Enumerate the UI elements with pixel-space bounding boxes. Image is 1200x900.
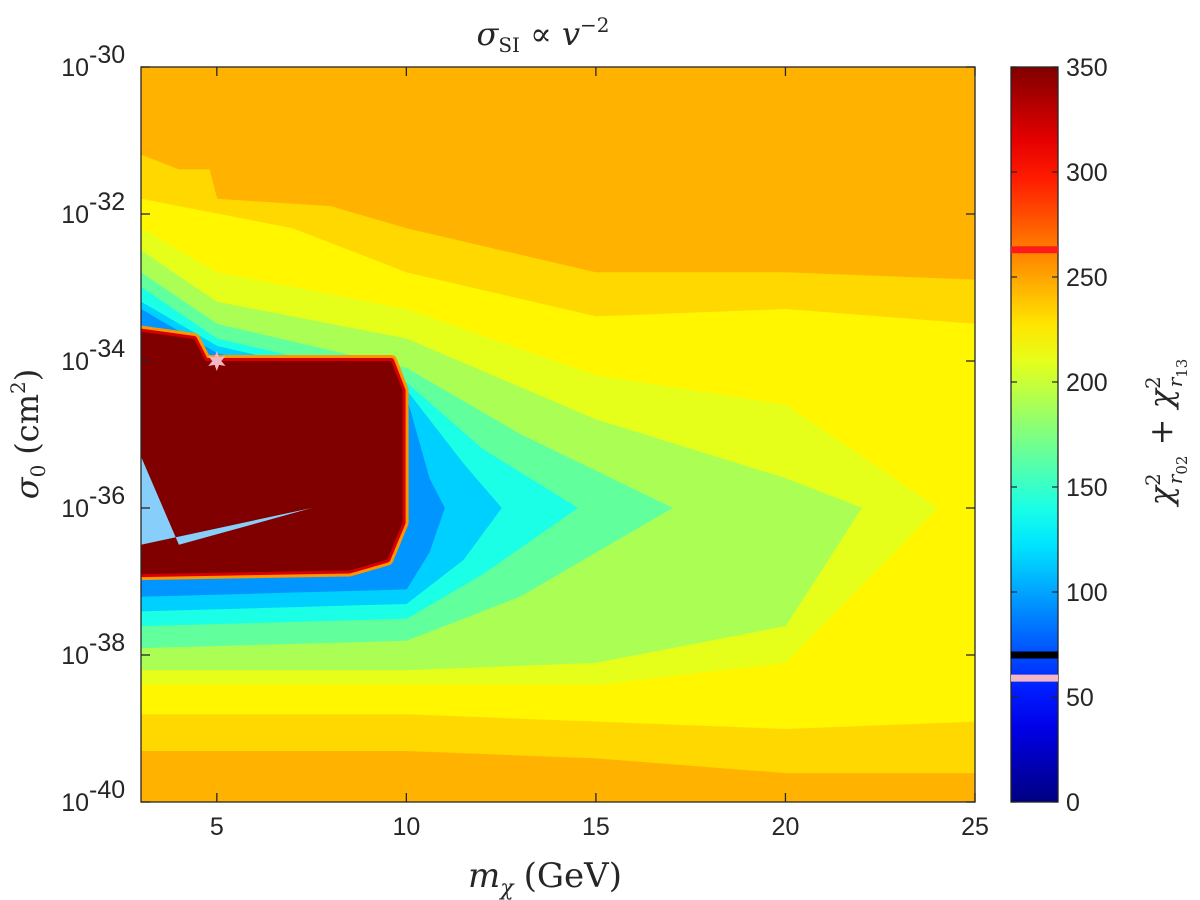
colorbar-tick-label: 50 xyxy=(1066,684,1094,712)
colorbar-tick-label: 300 xyxy=(1066,159,1108,187)
y-tick-exponent: -36 xyxy=(89,482,125,510)
y-tick-exponent: -30 xyxy=(89,41,125,69)
x-tick-label: 10 xyxy=(392,813,420,841)
y-tick-label: 10 xyxy=(61,201,89,229)
x-axis-ticks: 5 10 15 20 25 xyxy=(210,67,989,841)
y-tick-exponent: -40 xyxy=(89,776,125,804)
plot-frame xyxy=(140,66,976,803)
no-data-region xyxy=(141,456,312,545)
y-tick-label: 10 xyxy=(61,495,89,523)
y-axis-label: σ0(cm2) xyxy=(6,369,50,500)
x-tick-label: 25 xyxy=(961,813,989,841)
y-tick-label: 10 xyxy=(61,54,89,82)
y-tick-label: 10 xyxy=(61,789,89,817)
y-tick-exponent: -38 xyxy=(89,629,125,657)
x-axis-label: mχ (GeV) xyxy=(468,856,622,900)
chart-title: σSI ∝ v−2 xyxy=(476,13,609,57)
colorbar-tick-label: 100 xyxy=(1066,579,1108,607)
x-tick-label: 15 xyxy=(582,813,610,841)
colorbar-tick-label: 250 xyxy=(1066,264,1108,292)
best-fit-star-marker xyxy=(208,351,226,371)
colorbar-tick-label: 0 xyxy=(1066,789,1080,817)
colorbar-markers xyxy=(1011,246,1058,682)
y-tick-exponent: -34 xyxy=(89,335,125,363)
y-tick-label: 10 xyxy=(61,642,89,670)
colorbar-tick-label: 150 xyxy=(1066,474,1108,502)
x-tick-label: 5 xyxy=(210,813,224,841)
colorbar-ticks: 0 50 100 150 200 250 300 350 xyxy=(1011,54,1108,817)
colorbar: 0 50 100 150 200 250 300 350 xyxy=(1010,54,1108,817)
contour-regions xyxy=(141,154,975,774)
x-tick-label: 20 xyxy=(772,813,800,841)
saturated-region xyxy=(141,331,403,575)
y-tick-exponent: -32 xyxy=(89,188,125,216)
colorbar-gradient-bar xyxy=(1010,66,1059,803)
colorbar-tick-label: 200 xyxy=(1066,369,1108,397)
colorbar-label: χ2r02 + χ2r13 xyxy=(1141,359,1191,508)
y-tick-label: 10 xyxy=(61,348,89,376)
colorbar-tick-label: 350 xyxy=(1066,54,1108,82)
